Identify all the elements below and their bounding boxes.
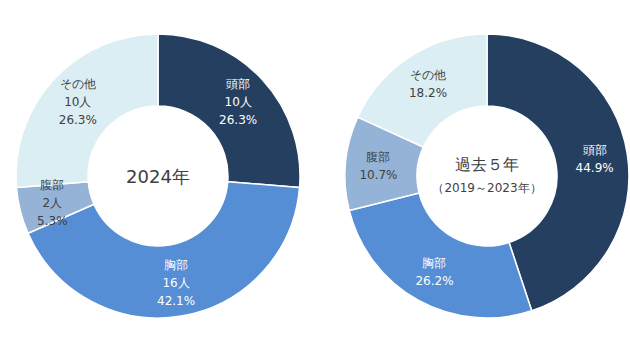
svg-text:42.1%: 42.1% — [157, 294, 195, 308]
svg-text:44.9%: 44.9% — [576, 161, 614, 175]
svg-text:18.2%: 18.2% — [409, 86, 447, 100]
svg-text:10人: 10人 — [225, 95, 252, 109]
svg-text:腹部: 腹部 — [40, 178, 64, 192]
svg-text:胸部: 胸部 — [422, 256, 446, 270]
svg-text:10.7%: 10.7% — [359, 168, 397, 182]
svg-text:腹部: 腹部 — [366, 150, 390, 164]
svg-text:2人: 2人 — [43, 196, 63, 210]
svg-text:26.3%: 26.3% — [219, 113, 257, 127]
svg-text:胸部: 胸部 — [164, 258, 188, 272]
svg-text:5.3%: 5.3% — [37, 214, 67, 228]
svg-text:その他: その他 — [410, 68, 446, 82]
svg-text:頭部: 頭部 — [226, 77, 250, 91]
svg-text:過去５年: 過去５年 — [455, 155, 519, 174]
svg-text:16人: 16人 — [162, 276, 189, 290]
svg-text:2024年: 2024年 — [126, 166, 190, 187]
svg-text:（2019～2023年）: （2019～2023年） — [432, 181, 541, 195]
svg-text:その他: その他 — [60, 77, 96, 91]
svg-text:10人: 10人 — [64, 95, 91, 109]
svg-text:頭部: 頭部 — [583, 143, 607, 157]
svg-text:26.2%: 26.2% — [415, 274, 453, 288]
svg-text:26.3%: 26.3% — [59, 113, 97, 127]
